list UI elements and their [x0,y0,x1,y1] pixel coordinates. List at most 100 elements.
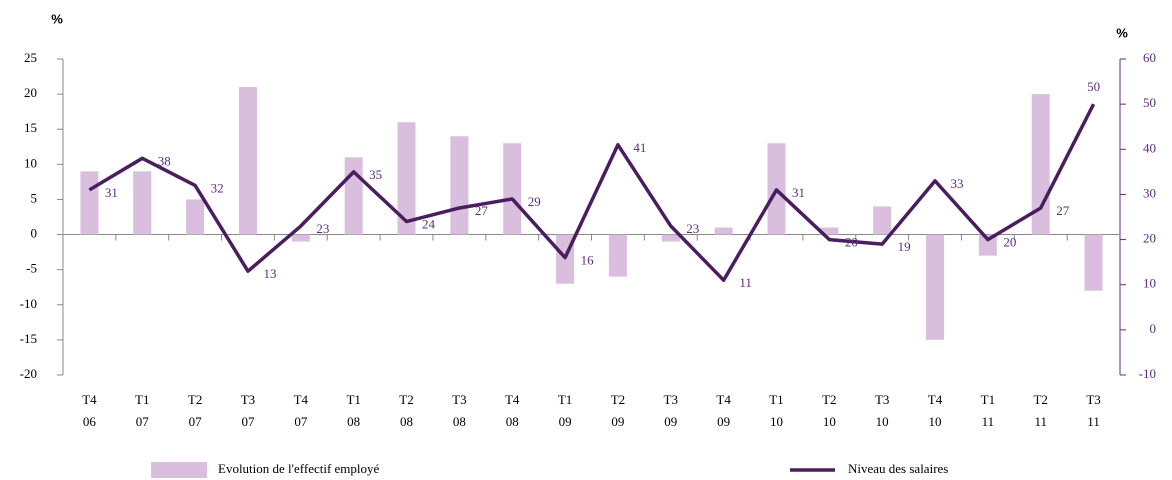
x-tick-label: T1 [769,392,783,407]
x-tick-label: T4 [294,392,309,407]
data-label: 35 [369,167,382,182]
y-tick-label: 20 [24,85,37,100]
line [88,103,1096,282]
bar [397,122,416,235]
data-label: 31 [792,185,805,200]
y2-tick-label: 10 [1143,276,1156,291]
x-tick-label: 10 [823,414,836,429]
y2-tick-label: 60 [1143,50,1156,65]
bar [873,206,892,235]
data-label: 20 [1003,235,1016,250]
bar [344,157,363,235]
y-tick-label: -15 [20,331,37,346]
bar [926,234,945,340]
bar [714,227,733,235]
x-tick-label: T2 [399,392,413,407]
x-tick-label: T2 [188,392,202,407]
x-tick-label: 09 [664,414,677,429]
x-tick-label: T4 [82,392,97,407]
x-tick-label: 08 [506,414,519,429]
y2-tick-label: 20 [1143,231,1156,246]
data-label: 16 [581,253,595,268]
y2-axis-label: % [1116,25,1128,40]
bar [80,171,99,235]
data-label: 23 [686,221,699,236]
y-tick-label: -20 [20,366,37,381]
x-tick-label: 07 [241,414,255,429]
bar [133,171,152,235]
bar [978,234,997,256]
data-label: 50 [1087,79,1100,94]
data-label: 31 [105,185,118,200]
y2-tick-label: 0 [1150,321,1157,336]
x-tick-label: 09 [559,414,572,429]
x-tick-label: 08 [453,414,466,429]
x-tick-label: 11 [1034,414,1047,429]
x-tick-label: 07 [294,414,308,429]
y-tick-label: -10 [20,296,37,311]
data-label: 24 [422,216,436,231]
x-tick-label: T1 [135,392,149,407]
legend-label: Niveau des salaires [848,461,948,476]
x-tick-label: 06 [83,414,97,429]
x-tick-label: 11 [1087,414,1100,429]
data-label: 13 [263,266,276,281]
data-label: 29 [528,194,541,209]
x-tick-label: T3 [452,392,466,407]
bar [820,227,839,235]
x-tick-label: T2 [611,392,625,407]
x-tick-label: T3 [664,392,678,407]
data-label: 33 [951,176,964,191]
x-tick-label: 08 [400,414,413,429]
bar [186,199,205,235]
data-label: 19 [898,239,911,254]
y2-tick-label: 40 [1143,140,1156,155]
x-tick-label: 08 [347,414,360,429]
y2-tick-label: -10 [1139,366,1156,381]
x-tick-label: T4 [505,392,520,407]
y-tick-label: 15 [24,120,37,135]
x-tick-label: 10 [929,414,942,429]
bar [661,234,680,242]
bar [238,87,257,235]
y2-tick-label: 30 [1143,185,1156,200]
x-tick-label: T3 [241,392,255,407]
bar [608,234,627,277]
data-label: 38 [158,153,171,168]
x-tick-label: 07 [189,414,203,429]
data-label: 11 [739,275,752,290]
y-tick-label: 5 [31,190,38,205]
x-tick-label: 09 [717,414,730,429]
y-tick-label: 0 [31,226,38,241]
data-label: 23 [316,221,329,236]
x-tick-label: T4 [716,392,731,407]
data-label: 20 [845,235,858,250]
x-tick-label: T4 [928,392,943,407]
x-tick-label: T1 [346,392,360,407]
legend-swatch [151,462,207,478]
y-tick-label: -5 [26,261,37,276]
bar [1084,234,1103,291]
data-label: 27 [1056,203,1070,218]
bar [291,234,310,242]
y-axis-label: % [51,11,63,26]
data-label: 27 [475,203,489,218]
x-tick-label: 09 [611,414,624,429]
legend-label: Evolution de l'effectif employé [218,461,380,476]
x-tick-label: T1 [558,392,572,407]
x-tick-label: 10 [770,414,783,429]
x-tick-label: T3 [1086,392,1100,407]
x-tick-label: 07 [136,414,150,429]
data-label: 32 [211,180,224,195]
y-tick-label: 25 [24,50,37,65]
y-tick-label: 10 [24,155,37,170]
x-tick-label: T2 [1033,392,1047,407]
x-tick-label: T2 [822,392,836,407]
bar [450,136,469,235]
data-label: 41 [633,140,646,155]
x-tick-label: T1 [981,392,995,407]
y2-tick-label: 50 [1143,95,1156,110]
x-tick-label: 10 [876,414,889,429]
bar [503,143,522,235]
